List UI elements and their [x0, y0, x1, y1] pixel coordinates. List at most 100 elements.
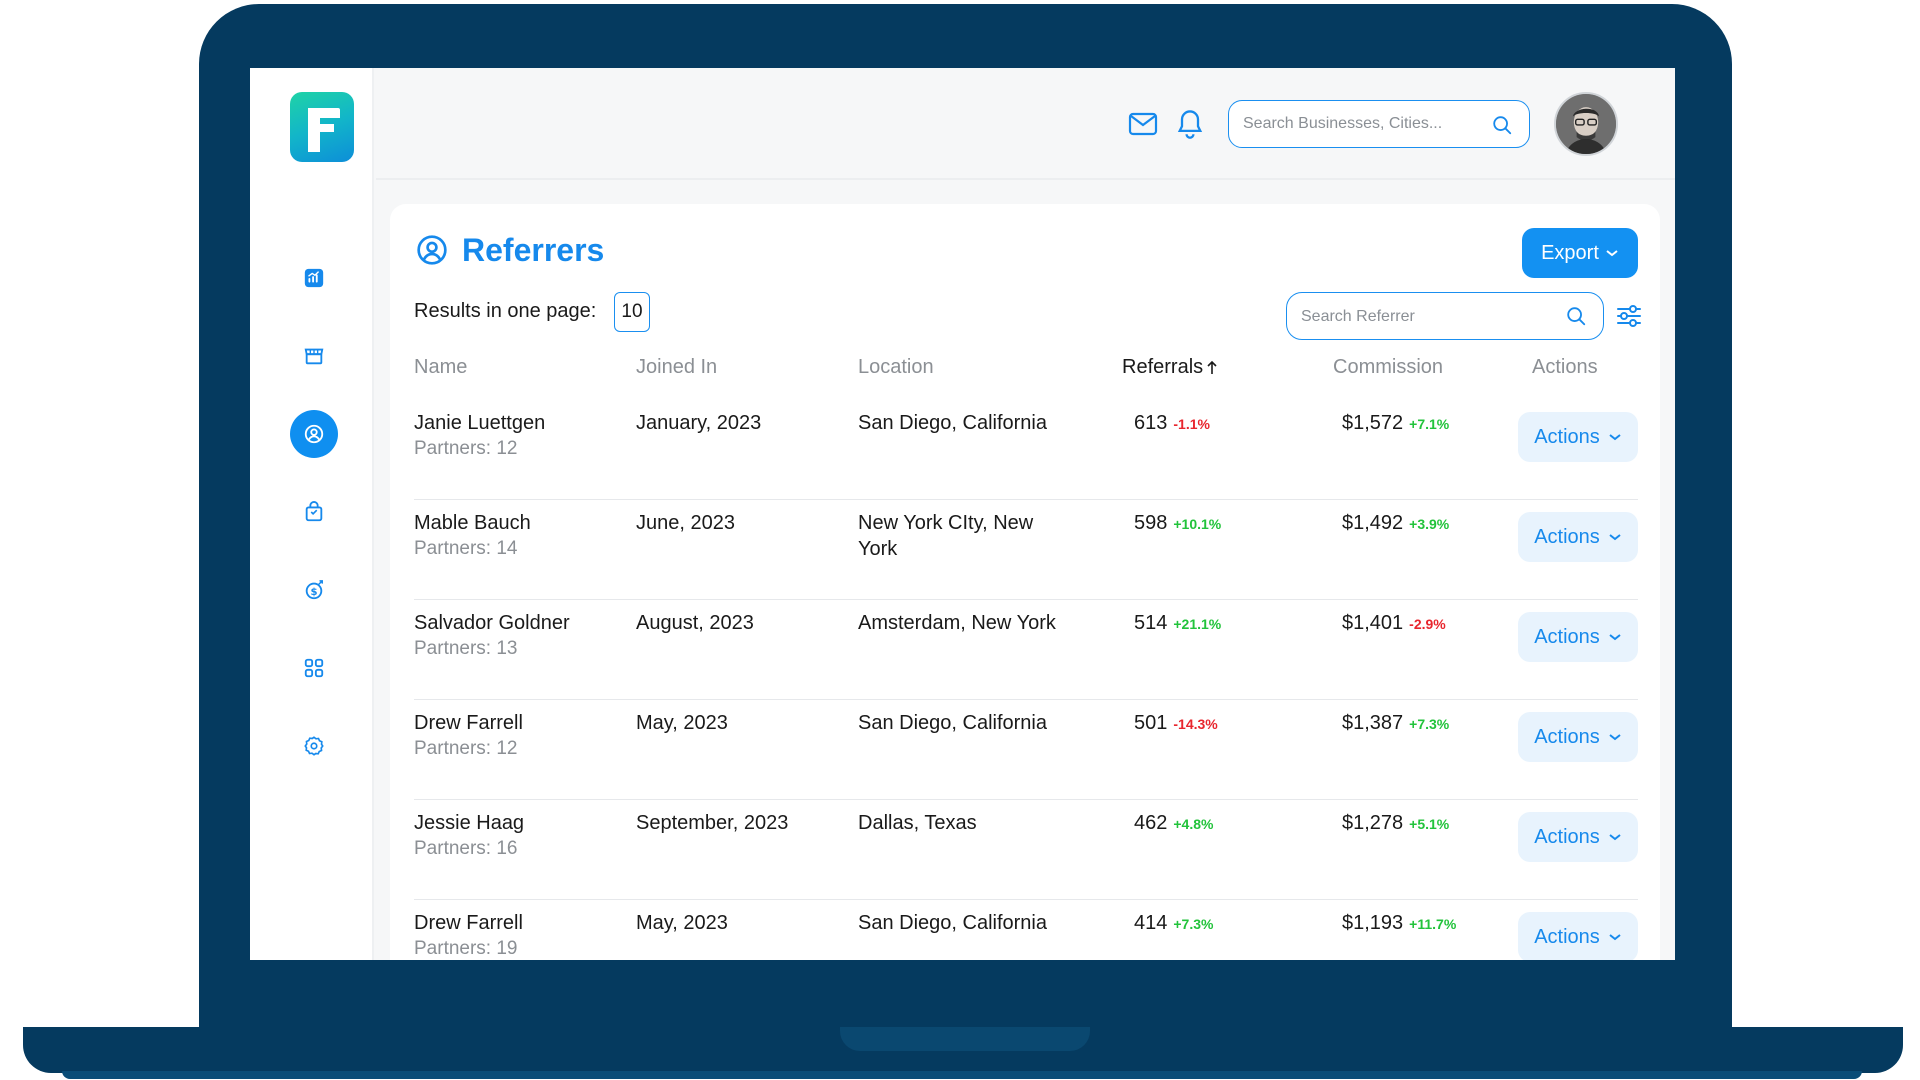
export-button[interactable]: Export [1522, 228, 1638, 278]
referrals-value: 414 [1134, 912, 1168, 934]
referrer-name[interactable]: Drew Farrell [414, 912, 523, 934]
chevron-down-icon [1609, 534, 1621, 541]
sort-arrow-up-icon [1207, 360, 1217, 374]
partners-count: Partners: 19 [414, 938, 518, 959]
table-row: Salvador Goldner Partners: 13 August, 20… [414, 600, 1638, 700]
chart-icon [304, 268, 324, 288]
laptop-base-edge [62, 1071, 1862, 1079]
col-header-referrals-label: Referrals [1122, 356, 1204, 378]
row-actions-button[interactable]: Actions [1518, 512, 1638, 562]
col-header-name[interactable]: Name [414, 356, 468, 378]
commission-cell: $1,387 +7.3% [1342, 710, 1449, 737]
nav-store[interactable] [290, 332, 338, 380]
joined-date: May, 2023 [636, 712, 728, 734]
row-actions-button[interactable]: Actions [1518, 612, 1638, 662]
commission-delta: -2.9% [1409, 616, 1446, 632]
svg-text:$: $ [310, 587, 317, 598]
filter-sliders-icon[interactable] [1615, 302, 1643, 330]
nav-referrers[interactable] [290, 410, 338, 458]
referrer-name[interactable]: Salvador Goldner [414, 612, 570, 634]
row-actions-button[interactable]: Actions [1518, 812, 1638, 862]
app-screen: $ Referrers [250, 68, 1675, 960]
joined-date: September, 2023 [636, 812, 789, 834]
nav-shopping[interactable] [290, 488, 338, 536]
joined-date: May, 2023 [636, 912, 728, 934]
partners-count: Partners: 12 [414, 438, 518, 459]
col-header-location[interactable]: Location [858, 356, 934, 378]
referrer-name[interactable]: Drew Farrell [414, 712, 523, 734]
referrer-search[interactable] [1286, 292, 1604, 340]
chevron-down-icon [1609, 734, 1621, 741]
referrer-search-input[interactable] [1301, 306, 1561, 328]
chevron-down-icon [1609, 634, 1621, 641]
referrer-name-cell: Drew Farrell Partners: 12 [414, 710, 523, 762]
logo-f-icon [308, 108, 340, 152]
referrer-name-cell: Drew Farrell Partners: 19 [414, 910, 523, 960]
bell-icon[interactable] [1176, 108, 1204, 140]
row-actions-label: Actions [1534, 725, 1600, 748]
commission-cell: $1,572 +7.1% [1342, 410, 1449, 437]
table-row: Jessie Haag Partners: 16 September, 2023… [414, 800, 1638, 900]
referrals-cell: 414 +7.3% [1134, 910, 1213, 937]
commission-delta: +7.1% [1409, 416, 1450, 432]
col-header-referrals[interactable]: Referrals [1122, 356, 1219, 379]
commission-cell: $1,193 +11.7% [1342, 910, 1456, 937]
row-actions-label: Actions [1534, 825, 1600, 848]
location: Dallas, Texas [858, 812, 977, 834]
commission-delta: +3.9% [1409, 516, 1450, 532]
row-actions-button[interactable]: Actions [1518, 412, 1638, 462]
referrals-value: 462 [1134, 812, 1168, 834]
table-row: Janie Luettgen Partners: 12 January, 202… [414, 400, 1638, 500]
location: San Diego, California [858, 412, 1047, 434]
commission-value: $1,387 [1342, 712, 1404, 734]
global-search-input[interactable] [1243, 113, 1483, 135]
referrer-name-cell: Salvador Goldner Partners: 13 [414, 610, 570, 662]
table-row: Drew Farrell Partners: 12 May, 2023 San … [414, 700, 1638, 800]
results-per-page-label: Results in one page: [414, 300, 597, 322]
nav-payments[interactable]: $ [290, 566, 338, 614]
referrer-name[interactable]: Jessie Haag [414, 812, 525, 834]
global-search[interactable] [1228, 100, 1530, 148]
user-avatar[interactable] [1554, 92, 1618, 156]
referrals-cell: 462 +4.8% [1134, 810, 1213, 837]
commission-value: $1,193 [1342, 912, 1404, 934]
partners-count: Partners: 13 [414, 638, 518, 659]
referrer-name[interactable]: Janie Luettgen [414, 412, 546, 434]
results-per-page-input[interactable]: 10 [614, 292, 650, 332]
laptop-notch [840, 1027, 1090, 1051]
nav-apps[interactable] [290, 644, 338, 692]
app-logo[interactable] [290, 92, 354, 162]
row-actions-button[interactable]: Actions [1518, 912, 1638, 960]
commission-cell: $1,492 +3.9% [1342, 510, 1449, 537]
search-icon[interactable] [1565, 305, 1587, 327]
store-icon [304, 348, 324, 365]
shopping-bag-icon [305, 501, 323, 522]
col-header-joined[interactable]: Joined In [636, 356, 718, 378]
referrals-cell: 514 +21.1% [1134, 610, 1221, 637]
search-icon[interactable] [1491, 114, 1513, 136]
partners-count: Partners: 14 [414, 538, 518, 559]
location: San Diego, California [858, 912, 1047, 934]
commission-value: $1,401 [1342, 612, 1404, 634]
commission-cell: $1,401 -2.9% [1342, 610, 1446, 637]
commission-cell: $1,278 +5.1% [1342, 810, 1449, 837]
user-circle-icon [304, 424, 324, 444]
location: San Diego, California [858, 712, 1047, 734]
chevron-down-icon [1609, 434, 1621, 441]
export-label: Export [1541, 241, 1599, 264]
commission-delta: +7.3% [1409, 716, 1450, 732]
commission-value: $1,572 [1342, 412, 1404, 434]
mail-icon[interactable] [1128, 110, 1158, 138]
nav-dashboard[interactable] [290, 254, 338, 302]
row-actions-label: Actions [1534, 425, 1600, 448]
nav-settings[interactable] [290, 722, 338, 770]
location: New York CIty, New York [858, 512, 1034, 560]
joined-date: January, 2023 [636, 412, 762, 434]
chevron-down-icon [1609, 934, 1621, 941]
row-actions-button[interactable]: Actions [1518, 712, 1638, 762]
col-header-commission[interactable]: Commission [1333, 356, 1444, 378]
referrals-cell: 501 -14.3% [1134, 710, 1218, 737]
referrals-delta: +10.1% [1173, 516, 1222, 532]
sidebar: $ [250, 68, 374, 960]
referrer-name[interactable]: Mable Bauch [414, 512, 531, 534]
